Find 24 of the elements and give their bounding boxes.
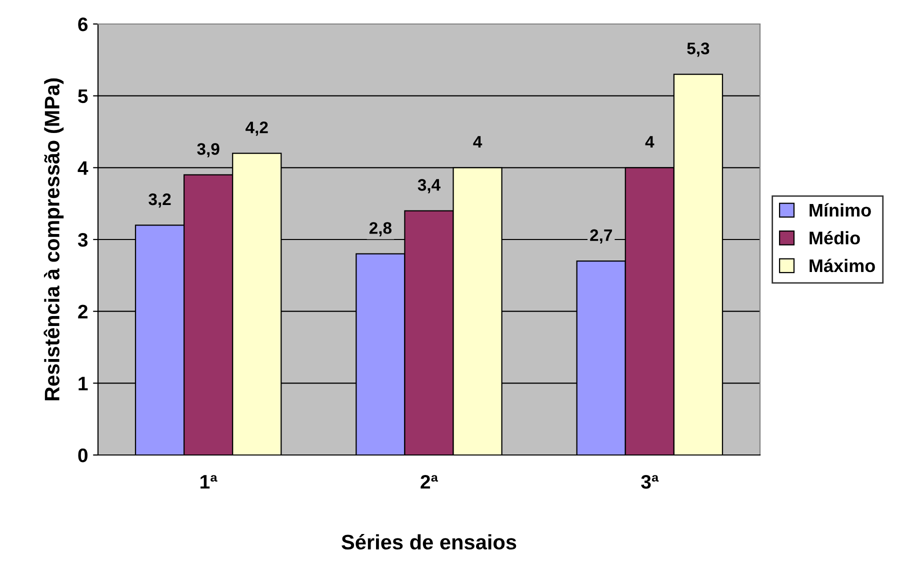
data-label: 4,2 (246, 122, 268, 136)
y-tick-label: 4 (78, 161, 88, 175)
x-tick-label: 2ª (420, 474, 438, 489)
x-axis-title: Séries de ensaios (342, 534, 516, 550)
y-tick-label: 2 (78, 304, 88, 318)
data-label: 2,7 (590, 229, 612, 244)
y-tick-label: 1 (78, 376, 88, 390)
legend-label: Mínimo (810, 203, 871, 217)
legend-label: Máximo (810, 258, 875, 272)
data-label: 3,4 (418, 179, 440, 194)
data-label: 3,2 (148, 193, 171, 208)
data-label: 4 (473, 136, 482, 148)
data-label: 2,8 (369, 222, 392, 236)
y-axis-title: Resistência à compressão (MPa) (44, 78, 64, 400)
legend-label: Médio (810, 230, 860, 244)
x-tick-label: 1ª (200, 475, 218, 489)
y-tick-label: 3 (78, 232, 88, 247)
x-tick-label: 3ª (641, 474, 659, 489)
data-label: 3,9 (197, 143, 220, 158)
data-label: 4 (645, 136, 654, 148)
data-label: 5,3 (687, 42, 710, 57)
y-tick-label: 5 (78, 90, 88, 104)
y-tick-label: 6 (78, 17, 88, 32)
y-tick-label: 0 (78, 448, 88, 462)
